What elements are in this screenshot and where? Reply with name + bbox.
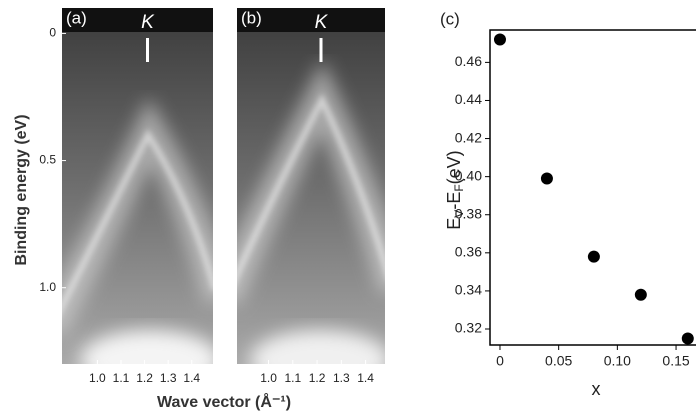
x-tick-label: 1.4 (357, 371, 374, 385)
x-tick-label: 1.0 (260, 371, 277, 385)
x-tick-label: 0.10 (604, 353, 631, 369)
k-label: K (141, 12, 155, 33)
y-axis-label: EV-EF(eV) (444, 150, 466, 229)
data-point (587, 250, 600, 263)
x-tick-label: 1.3 (333, 371, 350, 385)
x-tick-label: 0.15 (662, 353, 689, 369)
x-tick-label: 0.05 (545, 353, 572, 369)
data-point (681, 332, 694, 345)
image-a (62, 8, 213, 364)
x-tick-label: 1.3 (160, 371, 177, 385)
k-label: K (315, 12, 329, 33)
x-tick-label: 1.4 (183, 371, 200, 385)
y-tick-label: 0.36 (455, 244, 482, 260)
y-tick-label: 0.40 (455, 167, 482, 183)
y-axis-label-part: -E (444, 192, 464, 210)
x-tick-label: 1.2 (136, 371, 153, 385)
y-axis-label-part: E (444, 218, 464, 230)
y-tick-label: 0.38 (455, 205, 482, 221)
x-tick-label: 1.1 (284, 371, 301, 385)
panel-label: (a) (66, 8, 87, 27)
x-tick-label: 1.1 (113, 371, 130, 385)
data-point (634, 288, 647, 301)
panel-label: (b) (241, 8, 262, 27)
y-axis-label-part: V (452, 210, 466, 218)
y-axis-label: Binding energy (eV) (13, 114, 30, 265)
y-tick-label: 0.46 (455, 53, 482, 69)
plot-frame (489, 29, 696, 346)
y-tick-label: 0.32 (455, 320, 482, 336)
y-axis-label-part: F (452, 184, 466, 191)
panel-label: (c) (440, 9, 460, 28)
y-tick-label: 0.5 (39, 153, 56, 167)
y-tick-label: 0.34 (455, 282, 482, 298)
x-tick-label: 1.0 (89, 371, 106, 385)
x-axis-label: x (592, 379, 601, 399)
x-tick-label: 0 (496, 353, 504, 369)
x-axis-label: Wave vector (Å⁻¹) (157, 392, 291, 411)
image-b (237, 8, 385, 364)
data-point (540, 172, 553, 185)
y-tick-label: 0.44 (455, 91, 482, 107)
y-tick-label: 0 (49, 26, 56, 40)
y-tick-label: 1.0 (39, 280, 56, 294)
y-axis-label-part: (eV) (444, 150, 464, 184)
x-tick-label: 1.2 (309, 371, 326, 385)
data-point (493, 33, 506, 46)
y-tick-label: 0.42 (455, 129, 482, 145)
